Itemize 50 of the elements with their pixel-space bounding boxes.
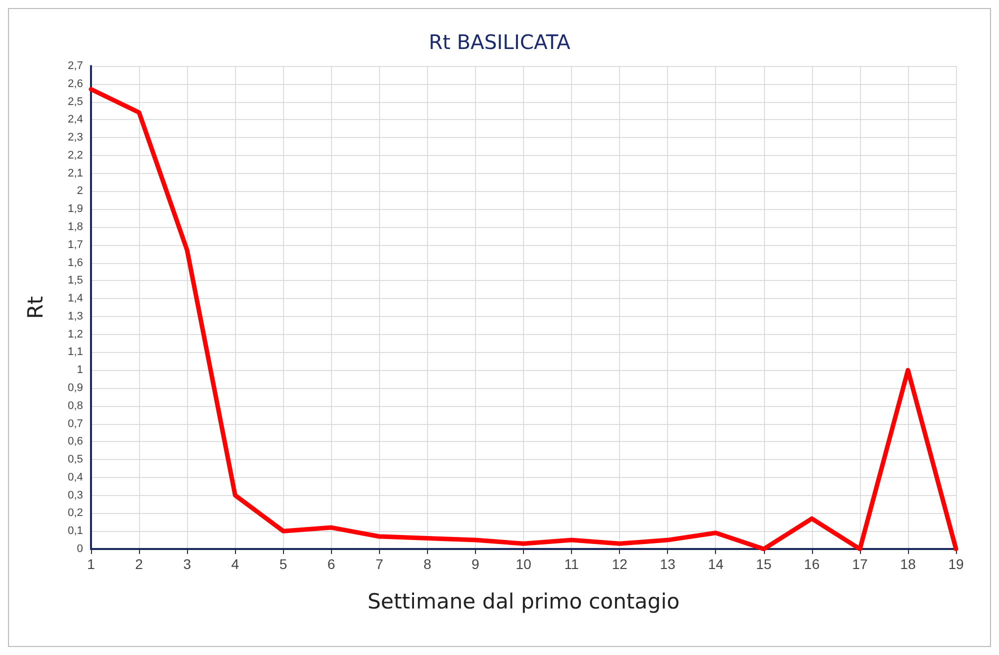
x-tick-label: 8 (423, 556, 432, 572)
x-tick-label: 7 (375, 556, 384, 572)
y-tick-label: 2,5 (68, 96, 83, 108)
y-tick-label: 0,9 (68, 382, 83, 394)
x-tick-label: 19 (948, 556, 964, 572)
y-tick-label: 0,8 (68, 400, 83, 412)
chart-title: Rt BASILICATA (428, 30, 571, 54)
x-tick-label: 1 (87, 556, 96, 572)
y-tick-label: 1 (76, 364, 83, 376)
y-tick-label: 0,3 (68, 489, 83, 502)
y-tick-label: 0,6 (68, 436, 83, 448)
y-tick-label: 1,1 (68, 346, 83, 358)
y-tick-label: 0 (76, 543, 83, 555)
x-tick-label: 14 (708, 556, 724, 572)
y-axis-title: Rt (24, 296, 48, 319)
x-tick-label: 15 (756, 556, 772, 572)
y-tick-label: 0,5 (68, 454, 83, 466)
x-tick-label: 3 (183, 556, 192, 572)
y-tick-label: 1,8 (68, 221, 83, 233)
x-tick-label: 13 (660, 556, 676, 572)
x-tick-label: 17 (852, 556, 868, 572)
y-tick-label: 2 (76, 185, 83, 198)
x-tick-label: 11 (564, 556, 580, 572)
x-tick-label: 9 (472, 556, 480, 572)
x-tick-label: 16 (804, 556, 820, 572)
x-tick-label: 10 (516, 556, 532, 572)
x-tick-label: 4 (231, 556, 240, 572)
y-tick-label: 1,3 (68, 310, 83, 322)
y-tick-label: 0,4 (68, 471, 83, 484)
x-tick-label: 18 (900, 556, 916, 572)
y-tick-label: 2,7 (68, 60, 83, 72)
y-tick-label: 2,6 (68, 78, 83, 90)
y-tick-label: 2,2 (68, 149, 83, 162)
x-tick-label: 12 (612, 556, 628, 572)
y-tick-label: 0,2 (68, 507, 83, 520)
y-tick-label: 0,7 (68, 418, 83, 430)
y-tick-label: 1,6 (68, 256, 83, 269)
y-tick-label: 1,5 (68, 274, 83, 287)
y-tick-label: 1,4 (68, 292, 83, 305)
x-tick-label: 5 (279, 556, 288, 572)
y-tick-label: 2,3 (68, 132, 83, 144)
y-tick-label: 1,7 (68, 238, 83, 251)
x-axis-title: Settimane dal primo contagio (367, 590, 680, 614)
y-tick-label: 2,1 (68, 167, 83, 180)
y-tick-label: 1,2 (68, 328, 83, 340)
y-tick-label: 0,1 (68, 525, 83, 538)
y-tick-label: 2,4 (68, 114, 83, 126)
x-tick-label: 2 (135, 556, 144, 572)
y-tick-label: 1,9 (68, 203, 83, 216)
x-tick-label: 6 (327, 556, 336, 572)
